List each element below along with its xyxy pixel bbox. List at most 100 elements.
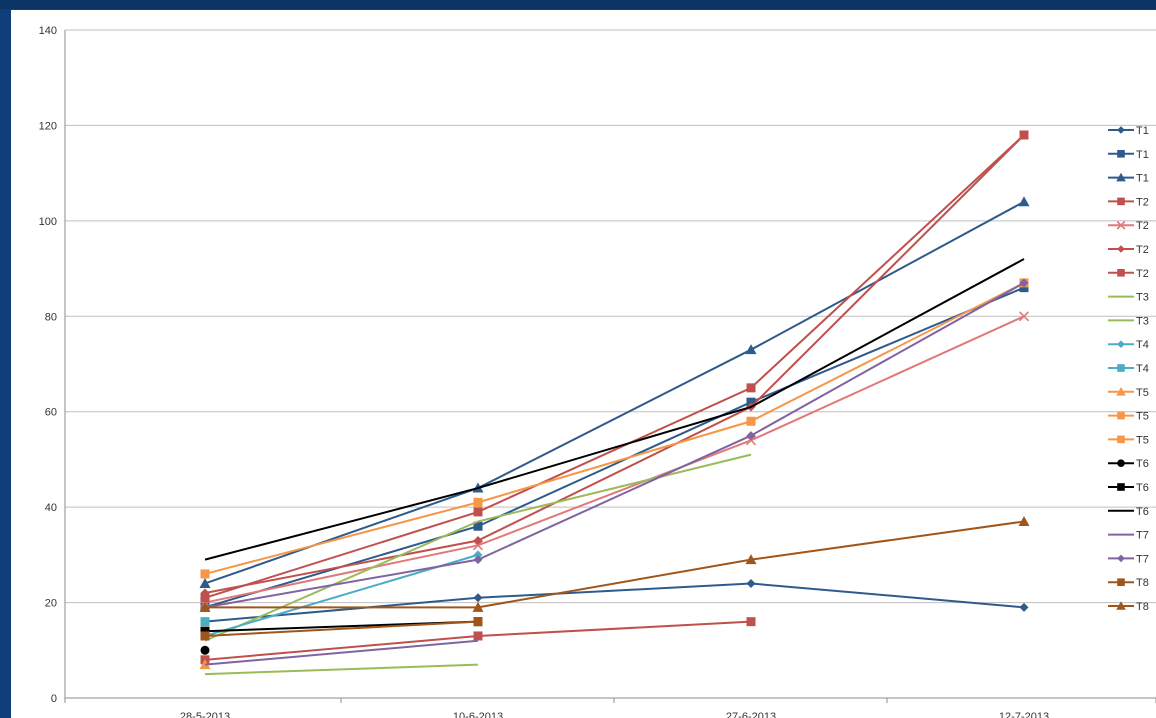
- data-point-stroke: [472, 540, 484, 551]
- legend-label: T5: [1136, 387, 1149, 399]
- series-t2-6: [200, 130, 1029, 603]
- legend-label: T7: [1136, 553, 1149, 565]
- x-tick-label: 27-6-2013: [726, 711, 776, 718]
- data-point: [472, 601, 484, 612]
- y-tick-label: 20: [45, 598, 57, 610]
- series-line: [204, 258, 1025, 561]
- series-t6-16: [204, 258, 1025, 561]
- x-tick-label: 28-5-2013: [180, 711, 230, 718]
- series-line: [205, 520, 1025, 609]
- legend-label: T6: [1136, 482, 1149, 494]
- legend-label: T7: [1136, 530, 1149, 542]
- data-point: [1116, 172, 1126, 182]
- legend-item: T8: [1108, 577, 1149, 589]
- legend-label: T2: [1136, 196, 1149, 208]
- legend-item: T2: [1108, 196, 1149, 208]
- series-t3-7: [204, 663, 479, 676]
- series-line: [204, 663, 479, 676]
- series-line: [204, 315, 1025, 604]
- legend-item: T5: [1108, 434, 1149, 446]
- data-point: [1018, 196, 1030, 207]
- legend-item: T5: [1108, 387, 1149, 399]
- y-tick-label: 100: [39, 216, 57, 228]
- series-t6-14: [200, 645, 210, 655]
- y-tick-label: 120: [39, 120, 57, 132]
- legend-label: T3: [1136, 315, 1149, 327]
- data-point: [473, 507, 483, 517]
- data-point: [473, 497, 483, 507]
- legend-label: T8: [1136, 601, 1149, 613]
- legend-label: T2: [1136, 268, 1149, 280]
- legend-label: T1: [1136, 173, 1149, 185]
- data-point: [1116, 220, 1126, 230]
- data-point: [1117, 483, 1125, 491]
- legend-label: T5: [1136, 434, 1149, 446]
- data-point: [746, 617, 756, 627]
- legend-item: T8: [1108, 601, 1149, 613]
- data-point: [200, 645, 210, 655]
- series-t7-18: [200, 278, 1029, 612]
- data-point: [1117, 411, 1125, 420]
- legend-item: T2: [1108, 244, 1149, 256]
- data-point: [746, 578, 756, 588]
- legend-label: T5: [1136, 411, 1149, 423]
- data-point: [1019, 130, 1029, 140]
- data-point: [200, 617, 210, 627]
- legend-item: T6: [1108, 482, 1149, 494]
- legend-item: T6: [1108, 506, 1149, 518]
- series-t8-20: [199, 515, 1030, 612]
- data-point-stroke: [745, 435, 757, 446]
- series-line: [204, 639, 479, 666]
- data-point: [200, 631, 210, 641]
- legend-item: T7: [1108, 553, 1149, 565]
- data-point: [1018, 515, 1030, 526]
- data-point: [473, 593, 483, 603]
- data-point: [1117, 364, 1125, 372]
- y-tick-label: 0: [51, 693, 57, 705]
- data-point: [473, 617, 483, 627]
- data-point: [1117, 459, 1125, 468]
- data-point: [200, 626, 210, 636]
- series-line: [204, 282, 1025, 609]
- gridlines: [65, 29, 1156, 604]
- y-tick-label: 80: [45, 311, 57, 323]
- legend-item: T3: [1108, 292, 1149, 304]
- legend-label: T1: [1136, 125, 1149, 137]
- y-tick-label: 60: [45, 407, 57, 419]
- data-point: [1117, 340, 1125, 348]
- data-point-stroke: [1116, 220, 1126, 230]
- data-point: [472, 540, 484, 551]
- legend-label: T2: [1136, 220, 1149, 232]
- data-point: [1117, 269, 1125, 277]
- data-point-stroke: [1018, 311, 1030, 322]
- series-line: [204, 134, 1025, 595]
- data-point: [1019, 283, 1029, 293]
- series-t7-17: [204, 639, 479, 666]
- data-point: [1116, 387, 1126, 396]
- legend: T1 T1 T1 T2 T2 T2 T2 T3 T3 T4 T4 T5 T5 T5 T6 T6 T6 T7 T7 T8…: [1108, 125, 1149, 613]
- legend-label: T1: [1136, 149, 1149, 161]
- data-point: [1019, 602, 1029, 612]
- data-point: [745, 344, 757, 355]
- data-point: [1117, 245, 1125, 253]
- top-band: [0, 0, 1156, 9]
- legend-item: T4: [1108, 363, 1149, 375]
- legend-label: T6: [1136, 458, 1149, 470]
- data-point: [199, 577, 211, 588]
- legend-item: T6: [1108, 458, 1149, 470]
- data-point: [1018, 311, 1030, 322]
- legend-item: T7: [1108, 530, 1149, 542]
- legend-label: T4: [1136, 363, 1149, 375]
- series-line: [204, 200, 1025, 585]
- data-point: [473, 631, 483, 641]
- data-point: [473, 555, 483, 565]
- y-tick-label: 40: [45, 502, 57, 514]
- x-tick-label: 12-7-2013: [999, 711, 1049, 718]
- data-point: [1116, 601, 1126, 610]
- series-t4-10: [200, 617, 210, 627]
- data-point: [1117, 554, 1125, 563]
- data-point: [746, 383, 756, 393]
- data-point: [1019, 278, 1029, 288]
- series-line: [204, 620, 479, 637]
